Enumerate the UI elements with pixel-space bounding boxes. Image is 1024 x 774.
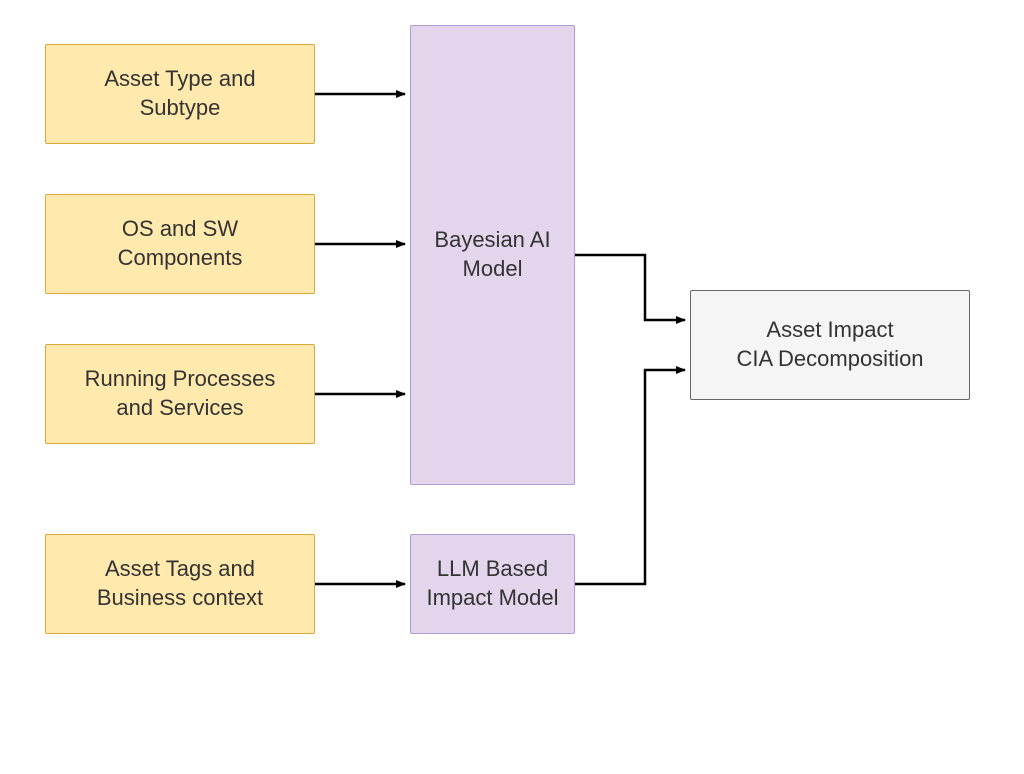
node-os_sw: OS and SW Components [45, 194, 315, 294]
edge-llm-to-output [575, 370, 685, 584]
node-llm: LLM Based Impact Model [410, 534, 575, 634]
edge-bayesian-to-output [575, 255, 685, 320]
node-bayesian: Bayesian AI Model [410, 25, 575, 485]
node-asset_type: Asset Type and Subtype [45, 44, 315, 144]
node-output: Asset Impact CIA Decomposition [690, 290, 970, 400]
node-tags: Asset Tags and Business context [45, 534, 315, 634]
node-processes: Running Processes and Services [45, 344, 315, 444]
